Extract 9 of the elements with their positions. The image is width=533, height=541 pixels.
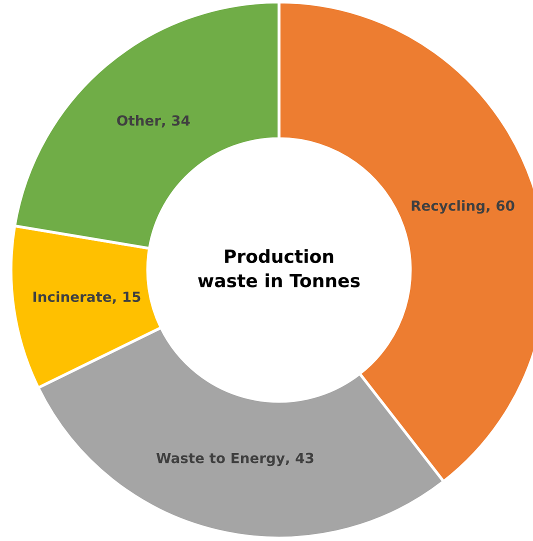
data-label: , 43 [286, 452, 314, 466]
data-label: , 60 [486, 200, 514, 213]
data-label: , 15 [112, 292, 140, 304]
slice-label: Other [117, 115, 161, 126]
slice-label: Waste to Energy [156, 452, 285, 466]
slice-label: Incinerate [33, 291, 112, 302]
slice-label: Recycling [412, 200, 484, 214]
text: Production waste in Tonnes [198, 249, 360, 288]
data-label: , 34 [162, 115, 190, 128]
